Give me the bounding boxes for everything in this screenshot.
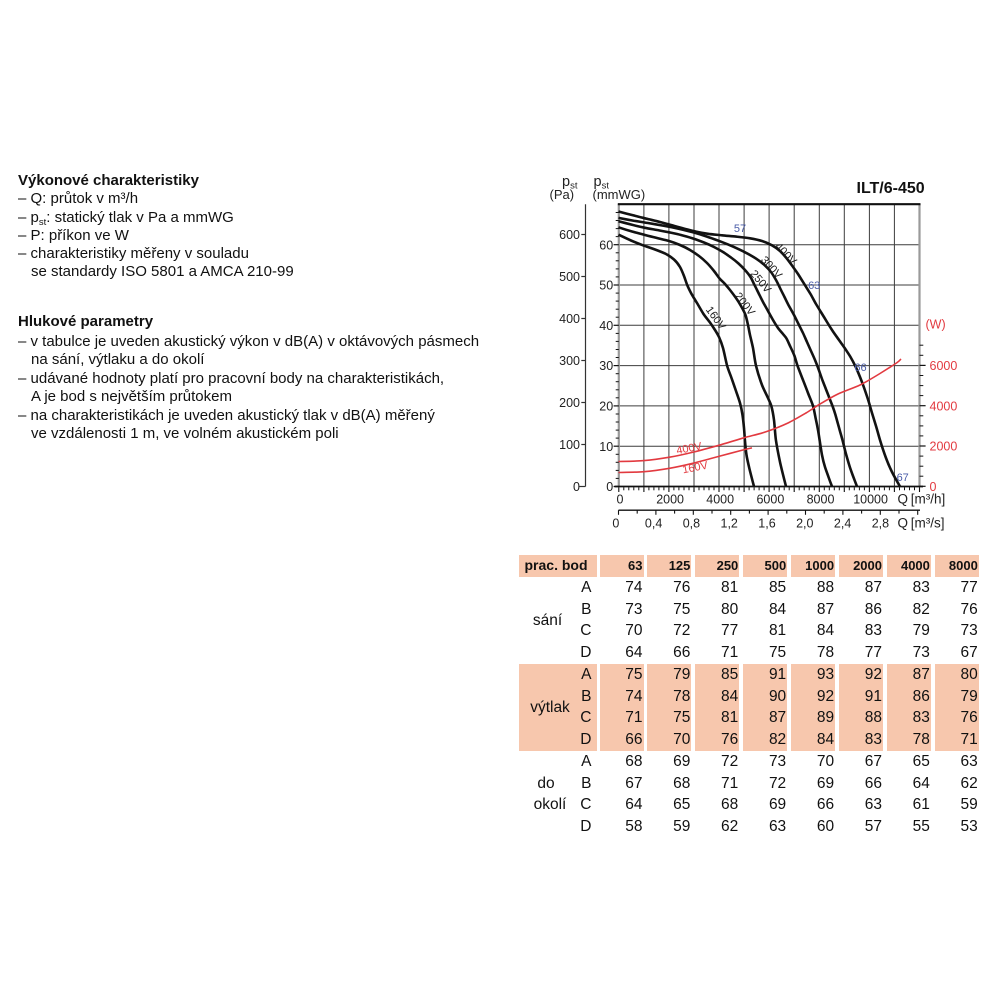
- svg-text:0: 0: [573, 480, 580, 494]
- svg-text:66: 66: [854, 362, 866, 374]
- svg-text:60: 60: [599, 238, 613, 252]
- svg-text:63: 63: [808, 280, 820, 292]
- svg-text:2,0: 2,0: [796, 516, 813, 530]
- svg-text:Q [m³/h]: Q [m³/h]: [898, 491, 946, 506]
- svg-text:6000: 6000: [756, 492, 784, 506]
- svg-text:0: 0: [612, 516, 619, 530]
- svg-text:2,4: 2,4: [834, 516, 851, 530]
- svg-text:200: 200: [559, 396, 580, 410]
- svg-text:0: 0: [606, 480, 613, 494]
- svg-text:1,6: 1,6: [758, 516, 775, 530]
- svg-text:500: 500: [559, 270, 580, 284]
- svg-text:20: 20: [599, 400, 613, 414]
- svg-text:2000: 2000: [656, 492, 684, 506]
- svg-text:400V: 400V: [675, 440, 703, 457]
- svg-text:57: 57: [734, 223, 746, 235]
- svg-text:67: 67: [897, 472, 909, 484]
- svg-text:(mmWG): (mmWG): [593, 187, 646, 202]
- svg-text:2000: 2000: [930, 440, 958, 454]
- svg-text:0: 0: [930, 480, 937, 494]
- svg-text:40: 40: [599, 319, 613, 333]
- svg-text:(W): (W): [926, 318, 946, 332]
- svg-text:2,8: 2,8: [872, 516, 889, 530]
- svg-text:1,2: 1,2: [721, 516, 738, 530]
- svg-text:10000: 10000: [853, 492, 888, 506]
- svg-text:(Pa): (Pa): [550, 187, 575, 202]
- svg-text:8000: 8000: [807, 492, 835, 506]
- svg-text:0,4: 0,4: [645, 516, 662, 530]
- svg-text:0: 0: [617, 492, 624, 506]
- svg-text:50: 50: [599, 279, 613, 293]
- svg-text:6000: 6000: [930, 359, 958, 373]
- svg-text:100: 100: [559, 438, 580, 452]
- svg-text:600: 600: [559, 228, 580, 242]
- svg-text:30: 30: [599, 359, 613, 373]
- svg-text:300: 300: [559, 354, 580, 368]
- svg-text:160V: 160V: [681, 460, 709, 477]
- svg-text:10: 10: [599, 440, 613, 454]
- svg-text:400: 400: [559, 312, 580, 326]
- svg-text:4000: 4000: [930, 399, 958, 413]
- svg-text:0,8: 0,8: [683, 516, 700, 530]
- svg-text:Q [m³/s]: Q [m³/s]: [898, 515, 945, 530]
- svg-text:ILT/6-450: ILT/6-450: [857, 180, 925, 197]
- svg-text:4000: 4000: [706, 492, 734, 506]
